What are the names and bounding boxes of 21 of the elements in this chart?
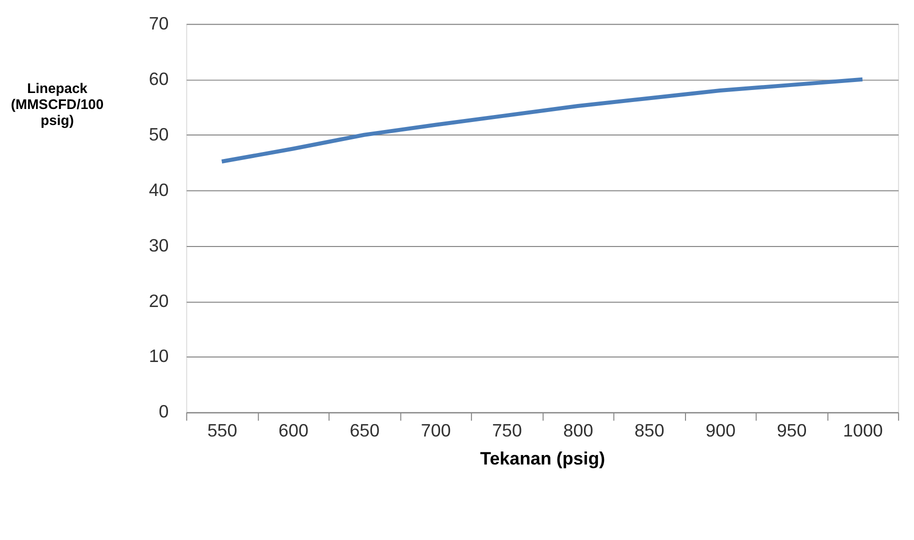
x-axis-title: Tekanan (psig)	[480, 448, 606, 469]
x-tick-label: 950	[776, 420, 807, 441]
x-tick-label: 550	[207, 420, 238, 441]
x-tick-label: 700	[420, 420, 451, 441]
y-tick-label: 70	[148, 13, 169, 34]
line-series	[220, 77, 864, 164]
y-tick-label: 0	[158, 402, 169, 422]
x-tick-label: 800	[563, 420, 594, 441]
x-tick-label: 750	[492, 420, 522, 441]
y-tick-label: 50	[148, 124, 169, 144]
x-tick-label: 1000	[843, 420, 883, 441]
x-tick-label: 900	[706, 420, 736, 441]
y-tick-label: 10	[148, 346, 169, 366]
x-tick-label: 600	[278, 420, 308, 441]
y-tick-label: 40	[148, 180, 169, 200]
x-tick-label: 650	[350, 420, 380, 441]
y-axis-title: Linepack (MMSCFD/100 psig)	[10, 80, 104, 128]
x-tick-label: 850	[634, 420, 664, 441]
y-tick-label: 30	[148, 235, 169, 256]
y-tick-label: 60	[148, 68, 169, 89]
y-tick-label: 20	[148, 290, 169, 311]
